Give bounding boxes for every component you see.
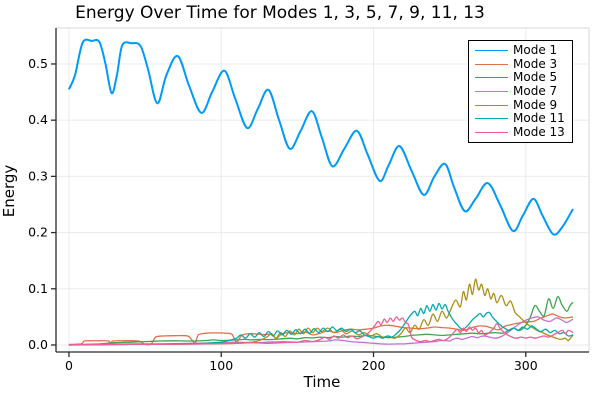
series-line-mode-9 <box>68 278 574 346</box>
x-tick-label: 300 <box>514 358 538 373</box>
legend-entry: Mode 5 <box>475 71 568 85</box>
legend-entry: Mode 1 <box>475 44 568 58</box>
legend-line-swatch <box>475 104 508 106</box>
series-line-mode-11 <box>68 302 574 346</box>
x-axis-label: Time <box>303 373 341 391</box>
legend-label: Mode 13 <box>513 124 565 139</box>
legend-line-swatch <box>475 63 508 65</box>
legend-entry: Mode 7 <box>475 85 568 99</box>
chart-title: Energy Over Time for Modes 1, 3, 5, 7, 9… <box>75 3 485 23</box>
legend-label: Mode 3 <box>513 56 558 71</box>
y-axis-label: Energy <box>0 164 18 218</box>
legend-entry: Mode 13 <box>475 124 568 140</box>
legend-label: Mode 11 <box>513 111 565 126</box>
legend-line-swatch <box>475 118 508 120</box>
legend-label: Mode 5 <box>513 70 558 85</box>
legend-line-swatch <box>475 131 508 133</box>
y-tick-label: 0.4 <box>28 112 48 127</box>
y-tick-label: 0.5 <box>28 56 48 71</box>
legend: Mode 1 Mode 3 Mode 5 Mode 7 Mode 9 Mode 11 Mod… <box>468 40 573 144</box>
x-tick-label: 200 <box>362 358 386 373</box>
y-tick-label: 0.1 <box>28 281 48 296</box>
legend-entry: Mode 3 <box>475 56 568 72</box>
legend-line-swatch <box>475 50 508 52</box>
legend-entry: Mode 11 <box>475 112 568 126</box>
y-tick-label: 0.2 <box>28 225 48 240</box>
series-line-mode-1 <box>67 38 574 236</box>
legend-label: Mode 1 <box>513 43 558 58</box>
x-tick-label: 100 <box>209 358 233 373</box>
x-tick-label: 0 <box>65 358 73 373</box>
series-line-mode-13 <box>68 316 574 346</box>
y-tick-label: 0.3 <box>28 168 48 183</box>
legend-line-swatch <box>475 77 508 79</box>
y-tick-label: 0.0 <box>28 337 48 352</box>
legend-label: Mode 7 <box>513 84 558 99</box>
legend-line-swatch <box>475 91 508 93</box>
legend-label: Mode 9 <box>513 97 558 112</box>
legend-entry: Mode 9 <box>475 98 568 112</box>
